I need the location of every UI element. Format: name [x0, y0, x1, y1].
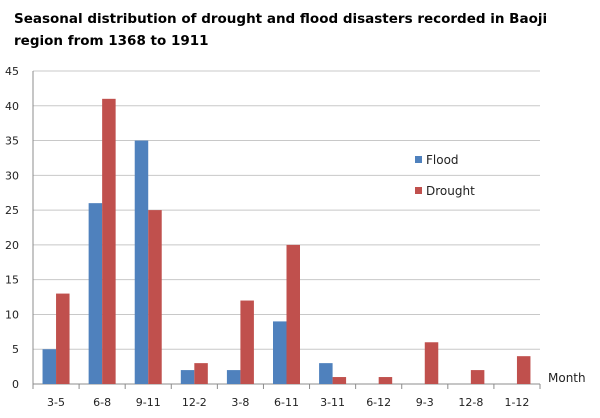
bar-drought-12-8	[470, 370, 485, 384]
y-tick-label: 30	[5, 169, 19, 182]
y-tick-label: 40	[5, 100, 19, 113]
bar-flood-9-11	[134, 140, 149, 384]
x-tick-label: 6-8	[93, 396, 111, 409]
legend-swatch-flood	[415, 156, 422, 163]
bar-drought-9-11	[148, 210, 162, 384]
y-tick-label: 10	[5, 308, 19, 321]
bars	[42, 98, 531, 385]
bar-drought-3-8	[240, 300, 254, 384]
y-tick-label: 15	[5, 274, 19, 287]
bar-drought-3-11	[332, 377, 347, 384]
x-tick-label: 9-11	[136, 396, 161, 409]
y-tick-label: 5	[12, 343, 19, 356]
x-tick-label: 3-8	[231, 396, 249, 409]
bar-drought-6-11	[286, 244, 300, 384]
legend-label-drought: Drought	[426, 184, 475, 198]
x-tick-label: 3-11	[320, 396, 345, 409]
bar-drought-1-12	[516, 356, 531, 384]
chart-title: Seasonal distribution of drought and flo…	[14, 11, 548, 49]
x-tick-label: 6-12	[366, 396, 391, 409]
bar-drought-6-12	[378, 377, 393, 384]
y-tick-label: 20	[5, 239, 19, 252]
y-tick-label: 35	[5, 135, 19, 148]
bar-drought-9-3	[424, 342, 439, 384]
bar-flood-6-8	[88, 203, 103, 384]
y-tick-label: 45	[5, 65, 19, 78]
bar-flood-3-11	[319, 363, 333, 384]
bar-drought-12-2	[194, 363, 208, 384]
y-tick-label: 25	[5, 204, 19, 217]
bar-flood-6-11	[273, 321, 287, 384]
grid-lines	[32, 70, 541, 389]
x-tick-label: 12-2	[182, 396, 207, 409]
x-tick-label: 6-11	[274, 396, 299, 409]
x-tick-label: 12-8	[458, 396, 483, 409]
x-tick-labels: 3-5 6-8 9-11 12-2 3-8 6-11 3-11 6-12 9-3 12-8 1-12	[47, 396, 529, 409]
y-tick-label: 0	[12, 378, 19, 391]
bar-flood-3-8	[226, 370, 241, 384]
x-tick-label: 1-12	[504, 396, 529, 409]
legend-swatch-drought	[415, 187, 422, 194]
bar-drought-6-8	[102, 98, 116, 385]
bar-flood-3-5	[42, 349, 57, 384]
legend: Flood Drought	[415, 153, 475, 198]
y-tick-labels: 0 5 10 15 20 25 30 35 40 45	[5, 65, 19, 391]
x-axis-label: Month	[548, 371, 586, 385]
legend-label-flood: Flood	[426, 153, 459, 167]
bar-flood-12-2	[180, 370, 195, 384]
bar-drought-3-5	[56, 293, 70, 384]
x-tick-label: 9-3	[416, 396, 434, 409]
x-tick-label: 3-5	[47, 396, 65, 409]
